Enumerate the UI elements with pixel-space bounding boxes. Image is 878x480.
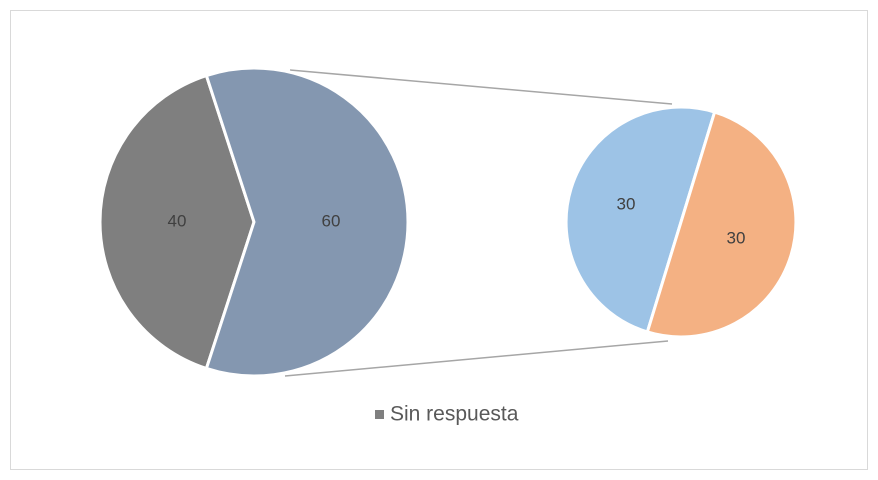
main-slice — [204, 66, 410, 378]
connector-line — [289, 69, 673, 105]
connector-line — [284, 340, 669, 377]
legend-marker — [375, 410, 384, 419]
legend-label: Sin respuesta — [390, 403, 519, 426]
main-data-label: 40 — [168, 211, 187, 230]
main-data-label: 60 — [322, 211, 341, 230]
secondary-slice — [564, 105, 717, 334]
secondary-data-label: 30 — [727, 228, 746, 247]
secondary-slice — [645, 110, 798, 339]
secondary-data-label: 30 — [617, 195, 636, 214]
main-slice — [98, 74, 256, 370]
